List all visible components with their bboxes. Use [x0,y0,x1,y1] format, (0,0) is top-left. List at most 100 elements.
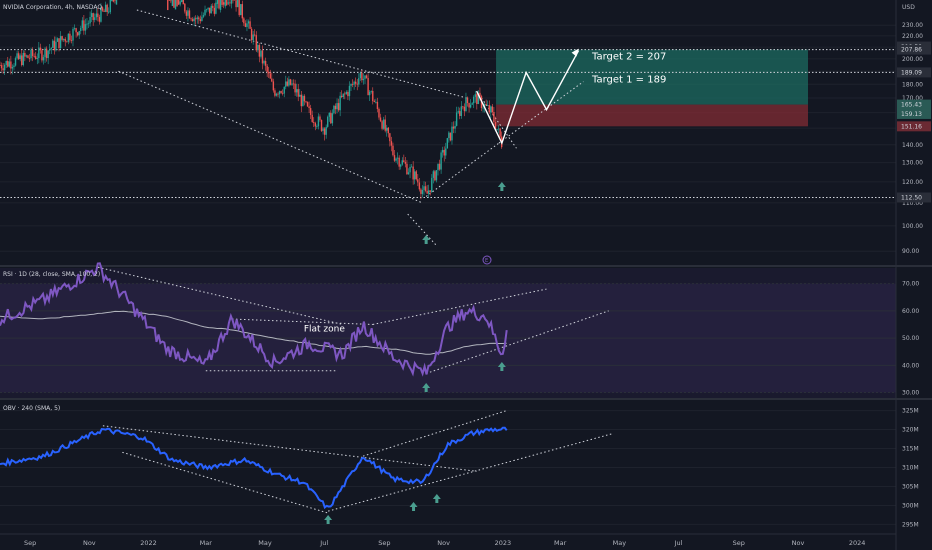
candle-body [275,93,278,96]
candle-body [170,0,172,2]
time-tick-label: Nov [83,539,96,547]
candle-body [19,55,21,60]
candle-body [378,109,380,118]
candle-body [84,24,87,31]
candle-body [264,60,267,66]
candle-body [351,84,354,85]
candle-body [379,117,382,122]
candle-body [288,79,290,86]
candle-body [90,13,93,17]
candle-body [316,126,318,128]
candle-body [280,91,282,93]
candle-body [22,52,24,66]
candle-body [263,60,265,64]
rsi-pane[interactable]: Flat zone RSI · 1D (28, close, SMA, 100,… [0,262,896,398]
candle-body [358,78,360,85]
candle-body [182,0,184,5]
candle-body [448,132,450,139]
time-axis[interactable]: Sep Nov 2022 Mar May Jul Sep Nov 2023 Mar May Jul Se… [24,539,865,547]
candle-body [70,40,73,41]
candle-body [441,149,444,153]
candle-body [389,133,391,142]
candle-body [97,13,99,17]
candle-body [199,19,202,21]
candle-body [8,61,11,67]
obv-tick-label: 325M [902,408,919,415]
candle-body [289,79,292,85]
event-icon[interactable] [482,255,492,265]
candle-body [196,17,198,20]
candle-body [201,16,203,21]
candle-body [25,55,28,57]
candle-body [215,2,217,14]
candle-body [33,55,35,57]
target-zone [496,49,808,105]
candle-body [353,81,355,85]
trend-line [425,142,500,197]
obv-axis[interactable]: 295M 300M 305M 310M 315M 320M 325M [902,408,919,529]
candle-body [243,18,245,24]
candle-body [469,104,472,108]
candle-body [236,0,239,8]
candle-body [452,126,455,129]
candle-body [334,105,337,110]
candle-body [463,106,466,112]
obv-pane[interactable]: OBV · 240 (SMA, 5) [0,401,896,533]
candle-body [94,17,96,20]
candle-body [50,47,52,50]
candle-body [431,177,433,192]
price-tick-label: 130.00 [902,160,923,167]
candle-body [395,158,397,161]
price-axis[interactable]: 90.00100.00110.00120.00130.00140.00150.0… [897,22,931,255]
rsi-line [0,262,508,377]
candle-body [257,44,259,51]
candle-body [417,179,419,183]
candle-body [171,0,174,7]
time-tick-label: 2022 [140,539,157,547]
candle-body [427,190,430,194]
candle-body [218,0,220,9]
candle-body [67,33,70,42]
up-arrow-icon [432,494,441,503]
candle-body [261,50,264,64]
candle-body [75,28,77,33]
price-tag [897,192,931,203]
candle-body [87,23,90,25]
rsi-trend-line [231,318,373,325]
candle-body [187,10,189,16]
candle-body [446,138,449,149]
candle-body [457,111,459,113]
candle-body [496,129,498,130]
obv-tick-label: 315M [902,446,919,453]
candle-body [49,49,51,51]
candle-body [83,20,85,31]
candle-body [497,128,500,130]
candle-body [216,0,219,4]
candle-body [235,0,237,8]
candle-body [327,116,329,127]
candle-body [55,41,57,51]
candle-body [69,33,71,41]
candle-body [339,95,341,111]
candle-body [232,0,234,1]
candle-body [272,81,275,91]
candle-body [376,101,379,110]
candle-body [393,155,396,161]
candle-body [100,7,102,22]
price-pane[interactable]: Target 2 = 207 Target 1 = 189 NVIDIA Cor… [0,0,915,265]
price-tag [897,44,931,55]
rsi-pane-bg [0,268,896,398]
candle-body [205,9,208,11]
candle-body [80,28,82,32]
obv-trend-line [327,432,614,512]
candle-body [314,122,316,127]
candle-body [246,23,248,27]
rsi-axis[interactable]: 30.00 40.00 50.00 60.00 70.00 [902,281,919,397]
candle-body [59,36,62,49]
candle-body [86,23,88,25]
candle-body [269,73,271,79]
rsi-trend-line [97,266,343,325]
candle-body [21,55,23,66]
